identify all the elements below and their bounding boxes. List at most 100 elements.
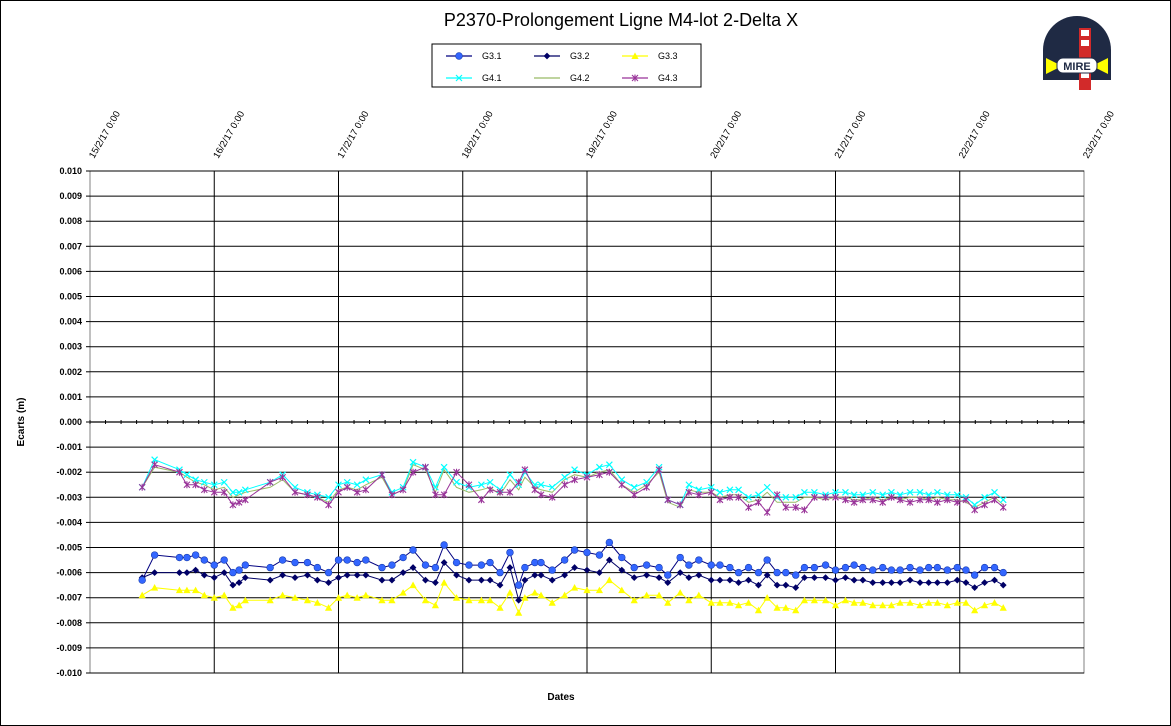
data-point	[859, 496, 867, 504]
data-point	[353, 558, 361, 567]
data-point	[378, 596, 386, 604]
data-point	[953, 563, 961, 572]
data-point	[303, 558, 312, 567]
data-point	[869, 488, 877, 496]
data-point	[486, 486, 494, 494]
data-point	[583, 586, 591, 594]
data-point	[999, 496, 1007, 504]
y-tick-label: 0.003	[59, 342, 82, 352]
legend-label: G3.2	[570, 51, 590, 61]
data-point	[773, 491, 781, 499]
legend-label: G3.1	[482, 51, 502, 61]
data-point	[896, 579, 904, 587]
data-point	[618, 566, 626, 574]
data-point	[595, 551, 604, 559]
data-point	[399, 589, 407, 596]
data-point	[981, 501, 988, 509]
data-point	[754, 606, 763, 614]
data-point	[716, 488, 724, 496]
data-point	[981, 493, 989, 501]
data-point	[800, 596, 809, 604]
data-point	[362, 556, 370, 564]
data-point	[138, 483, 146, 491]
data-point	[782, 581, 790, 589]
data-point	[630, 483, 638, 491]
data-point	[695, 486, 703, 494]
data-point	[477, 481, 485, 489]
data-point	[782, 568, 790, 577]
data-point	[916, 601, 924, 609]
legend-item: G4.3	[622, 73, 678, 83]
data-point	[200, 486, 208, 494]
data-point	[896, 599, 904, 606]
data-point	[176, 569, 183, 576]
data-point	[229, 581, 237, 589]
data-point	[514, 581, 523, 589]
data-point	[531, 571, 539, 579]
y-tick-label: -0.008	[56, 618, 82, 628]
data-point	[879, 601, 887, 609]
data-point	[452, 558, 461, 567]
data-point	[685, 561, 693, 569]
data-point	[896, 496, 904, 504]
data-point	[755, 491, 762, 499]
x-tick-label: 23/2/17 0:00	[1081, 109, 1117, 160]
data-point	[496, 581, 504, 589]
data-point	[452, 594, 461, 601]
data-point	[655, 466, 663, 474]
data-point	[313, 576, 321, 584]
data-point	[734, 568, 743, 577]
data-point	[455, 74, 463, 82]
data-point	[324, 604, 333, 611]
data-point	[229, 501, 237, 509]
series-G3-1	[138, 538, 1007, 589]
data-point	[303, 596, 312, 604]
data-point	[821, 596, 830, 604]
data-point	[859, 491, 867, 499]
data-point	[335, 481, 342, 489]
data-point	[353, 481, 361, 489]
data-point	[755, 498, 762, 506]
data-point	[716, 496, 724, 504]
data-point	[716, 576, 724, 584]
data-point	[537, 481, 545, 489]
data-point	[506, 589, 514, 596]
data-point	[388, 491, 396, 499]
data-point	[453, 571, 460, 579]
data-point	[596, 463, 603, 471]
data-point	[241, 574, 249, 582]
data-point	[630, 563, 638, 572]
data-point	[726, 486, 734, 494]
y-tick-label: 0.005	[59, 292, 82, 302]
data-point	[378, 563, 386, 572]
data-point	[506, 488, 514, 496]
data-point	[953, 576, 961, 584]
data-point	[642, 561, 651, 569]
data-point	[655, 591, 663, 599]
data-point	[879, 498, 887, 506]
data-point	[291, 574, 299, 582]
data-point	[685, 481, 693, 489]
data-point	[991, 488, 998, 496]
data-point	[496, 568, 504, 577]
data-point	[192, 566, 200, 574]
data-point	[943, 491, 951, 499]
data-point	[841, 563, 850, 572]
y-tick-label: -0.002	[56, 467, 82, 477]
data-point	[655, 563, 663, 572]
data-point	[548, 599, 556, 606]
data-point	[229, 568, 237, 577]
data-point	[745, 493, 752, 501]
data-point	[531, 558, 539, 567]
data-point	[176, 468, 183, 476]
data-point	[241, 561, 250, 569]
data-point	[235, 579, 243, 587]
data-point	[822, 574, 829, 582]
data-point	[279, 571, 286, 579]
data-point	[685, 488, 693, 496]
x-tick-label: 15/2/17 0:00	[87, 109, 123, 160]
data-point	[981, 601, 989, 609]
chart-title: P2370-Prolongement Ligne M4-lot 2-Delta …	[444, 10, 798, 30]
data-point	[291, 558, 299, 567]
logo-left-arrow	[1046, 58, 1062, 74]
